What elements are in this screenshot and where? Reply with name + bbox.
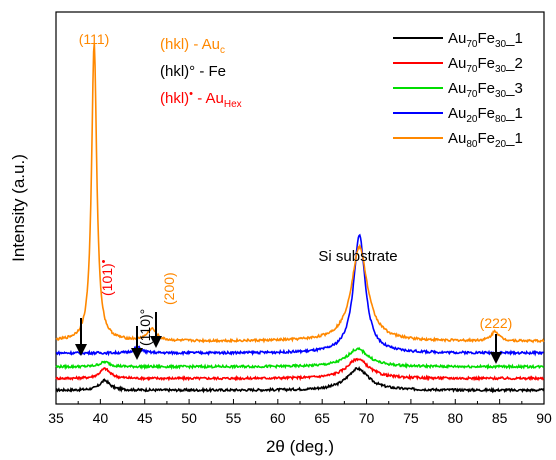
x-tick-label-85: 85 — [492, 410, 508, 426]
series-line-3 — [55, 346, 545, 371]
x-tick-label-50: 50 — [181, 410, 197, 426]
si-substrate-label: Si substrate — [318, 248, 397, 265]
legend-label-part: Fe — [477, 80, 495, 97]
legend-label-part: Au — [448, 130, 466, 147]
legend-label-part: Au — [448, 30, 466, 47]
x-tick-label-90: 90 — [536, 410, 552, 426]
legend-label-part: Au — [448, 55, 466, 72]
legend-label-part: _1 — [505, 105, 523, 122]
arrow-110-head — [131, 348, 143, 360]
peak-label-200: (200) — [161, 272, 177, 305]
x-tick-label-55: 55 — [226, 410, 242, 426]
legend-label-1: Au70Fe30_1 — [448, 30, 523, 50]
x-tick-label-40: 40 — [93, 410, 109, 426]
legend-label-part: Fe — [477, 55, 495, 72]
peak-label-101: (101)• — [98, 259, 115, 296]
peak-label-101-dot: • — [98, 259, 110, 263]
key-au-cubic-sub: c — [220, 45, 225, 56]
legend-label-part: _3 — [505, 80, 523, 97]
legend-label-part: 80 — [466, 139, 478, 150]
key-fe: (hkl)° - Fe — [160, 63, 226, 80]
legend-label-2: Au70Fe30_2 — [448, 55, 523, 75]
x-tick-label-60: 60 — [270, 410, 286, 426]
legend-label-part: 80 — [495, 114, 507, 125]
x-axis-ticks: 35 40 45 50 55 60 65 70 75 80 85 90 — [48, 399, 552, 426]
key-au-hex-sub: Hex — [224, 99, 242, 110]
key-au-cubic: (hkl) - Auc — [160, 36, 225, 56]
x-tick-label-35: 35 — [48, 410, 64, 426]
x-tick-label-80: 80 — [447, 410, 463, 426]
x-axis-title: 2θ (deg.) — [266, 437, 334, 456]
legend-label-part: Fe — [477, 130, 495, 147]
legend-label-part: Au — [448, 105, 466, 122]
legend-label-part: 70 — [466, 64, 478, 75]
arrow-200-head — [150, 336, 162, 348]
x-tick-label-70: 70 — [359, 410, 375, 426]
y-axis-title: Intensity (a.u.) — [9, 154, 28, 262]
key-au-hex-pre: (hkl) — [160, 90, 189, 107]
legend-label-3: Au70Fe30_3 — [448, 80, 523, 100]
series-line-1 — [55, 365, 545, 394]
legend-label-part: Au — [448, 80, 466, 97]
arrow-222-head — [490, 352, 502, 364]
legend-label-part: _1 — [505, 130, 523, 147]
legend-label-part: 70 — [466, 89, 478, 100]
peak-label-101-text: (101) — [99, 263, 115, 296]
legend-label-4: Au20Fe80_1 — [448, 105, 523, 125]
peak-label-110: (110)° — [137, 309, 153, 346]
key-au-hex-dot: • — [189, 88, 193, 100]
x-tick-label-45: 45 — [137, 410, 153, 426]
legend-label-part: 20 — [466, 114, 478, 125]
peak-label-111: (111) — [79, 31, 110, 47]
x-tick-label-75: 75 — [403, 410, 419, 426]
legend-label-part: _2 — [505, 55, 523, 72]
legend-label-part: Fe — [477, 105, 495, 122]
peak-label-222: (222) — [480, 315, 513, 331]
series-line-2 — [55, 357, 545, 382]
legend-label-part: 20 — [495, 139, 507, 150]
legend-label-part: 70 — [466, 39, 478, 50]
legend: Au70Fe30_1Au70Fe30_2Au70Fe30_3Au20Fe80_1… — [393, 30, 523, 150]
x-tick-label-65: 65 — [314, 410, 330, 426]
key-au-hex-post: - Au — [193, 90, 224, 107]
key-au-hex: (hkl)• - AuHex — [160, 88, 242, 110]
arrow-101-head — [75, 344, 87, 356]
key-au-cubic-text: (hkl) - Au — [160, 36, 220, 53]
legend-label-part: 30 — [495, 64, 507, 75]
legend-label-5: Au80Fe20_1 — [448, 130, 523, 150]
legend-label-part: _1 — [505, 30, 523, 47]
legend-label-part: 30 — [495, 39, 507, 50]
legend-label-part: 30 — [495, 89, 507, 100]
legend-label-part: Fe — [477, 30, 495, 47]
